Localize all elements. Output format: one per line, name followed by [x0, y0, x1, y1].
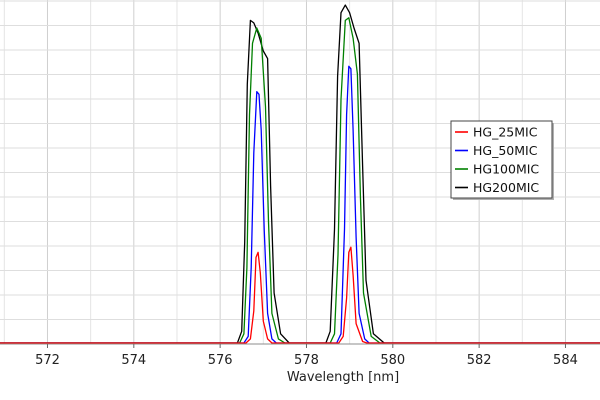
legend-label: HG200MIC: [473, 180, 539, 195]
legend-label: HG_25MIC: [473, 125, 538, 140]
x-axis-title: Wavelength [nm]: [287, 370, 399, 385]
x-tick-label: 582: [467, 353, 492, 368]
legend-box: [450, 120, 553, 199]
x-tick-label: 580: [380, 353, 405, 368]
legend-label: HG_50MIC: [473, 143, 538, 158]
x-tick-label: 576: [208, 353, 233, 368]
legend-label: HG100MIC: [473, 162, 539, 177]
x-tick-label: 578: [294, 353, 319, 368]
x-tick-label: 574: [121, 353, 146, 368]
x-axis-ticks: 572 574 576 578 580 582 584: [35, 344, 578, 368]
legend: HG_25MIC HG_50MIC HG100MIC HG200MIC: [450, 120, 554, 200]
series-line-hg_25mic: [0, 246, 600, 344]
x-tick-label: 572: [35, 353, 60, 368]
series-group: [0, 4, 600, 344]
x-tick-label: 584: [553, 353, 578, 368]
